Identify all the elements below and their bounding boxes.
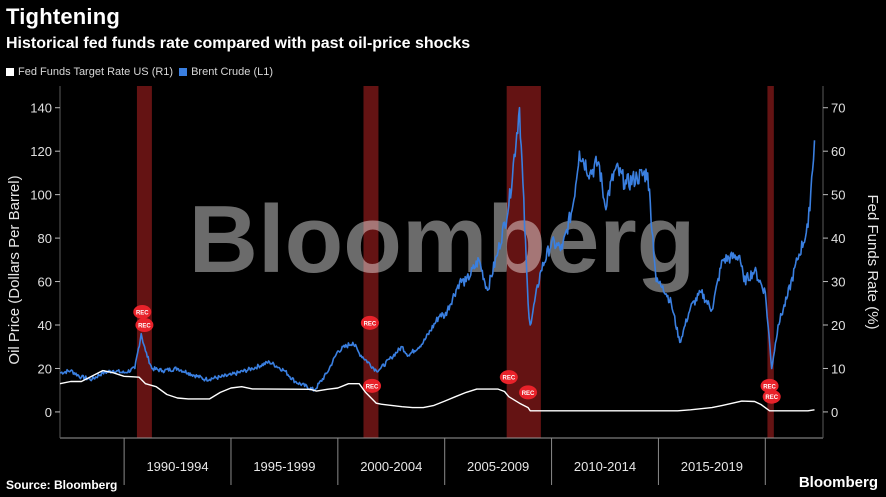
recession-marker-badge-1 bbox=[135, 318, 154, 333]
legend-swatch-brent bbox=[179, 68, 188, 76]
y-axis-right: 0 10 20 30 40 50 60 70 bbox=[823, 101, 845, 420]
source-note: Source: Bloomberg bbox=[6, 478, 118, 492]
plot-frame bbox=[59, 86, 824, 439]
recession-marker-badge-6 bbox=[760, 378, 779, 393]
y-left-tick-label-60: 60 bbox=[38, 275, 52, 290]
y-axis-right-title: Fed Funds Rate (%) bbox=[864, 194, 881, 329]
recession-marker-label-4: REC bbox=[502, 376, 515, 382]
y-left-tick-label-120: 120 bbox=[30, 144, 52, 159]
recession-marker-label-7: REC bbox=[765, 395, 778, 401]
recession-marker-badge-3 bbox=[363, 378, 382, 393]
y-axis-left: 0 20 40 60 80 100 120 140 bbox=[30, 101, 60, 420]
x-category-label-5: 2015-2019 bbox=[681, 459, 743, 474]
x-category-label-4: 2010-2014 bbox=[574, 459, 636, 474]
chart-title: Tightening bbox=[6, 4, 121, 29]
y-right-tick-label-30: 30 bbox=[831, 275, 845, 290]
legend-item-fed-funds: Fed Funds Target Rate US (R1) bbox=[6, 66, 173, 78]
x-axis: 1990-1994 1995-1999 2000-2004 2005-2009 2010… bbox=[123, 438, 766, 485]
y-right-tick-label-50: 50 bbox=[831, 188, 845, 203]
y-left-tick-label-20: 20 bbox=[38, 361, 52, 376]
recession-band-3 bbox=[767, 86, 774, 438]
recession-marker-badge-5 bbox=[519, 385, 538, 400]
x-category-label-3: 2005-2009 bbox=[467, 459, 529, 474]
recession-marker-label-0: REC bbox=[136, 310, 149, 316]
y-right-tick-label-0: 0 bbox=[831, 405, 838, 420]
legend: Fed Funds Target Rate US (R1) Brent Crud… bbox=[6, 66, 279, 78]
recession-marker-label-5: REC bbox=[522, 391, 535, 397]
recession-band-1 bbox=[363, 86, 379, 438]
y-left-tick-label-40: 40 bbox=[38, 318, 52, 333]
series-line-brent-crude bbox=[59, 106, 816, 392]
recession-marker-label-2: REC bbox=[364, 321, 377, 327]
legend-label-brent: Brent Crude (L1) bbox=[191, 66, 274, 78]
recession-band-0 bbox=[136, 86, 152, 438]
y-left-tick-label-100: 100 bbox=[30, 188, 52, 203]
legend-label-fed-funds: Fed Funds Target Rate US (R1) bbox=[18, 66, 174, 78]
recession-marker-label-1: REC bbox=[138, 324, 151, 330]
recession-marker-badge-7 bbox=[762, 389, 781, 404]
recession-marker-label-6: REC bbox=[763, 384, 776, 390]
x-category-label-0: 1990-1994 bbox=[146, 459, 208, 474]
y-right-tick-label-10: 10 bbox=[831, 361, 845, 376]
watermark: Bloomberg bbox=[189, 186, 696, 293]
y-right-tick-label-20: 20 bbox=[831, 318, 845, 333]
legend-item-brent: Brent Crude (L1) bbox=[179, 66, 273, 78]
y-axis-left-title: Oil Price (Dollars Per Barrel) bbox=[6, 175, 23, 364]
legend-swatch-fed-funds bbox=[6, 68, 14, 76]
recession-marker-badge-0 bbox=[133, 304, 152, 319]
y-right-tick-label-60: 60 bbox=[831, 144, 845, 159]
brand-logo: Bloomberg bbox=[798, 474, 878, 491]
y-left-tick-label-140: 140 bbox=[30, 101, 52, 116]
x-category-label-2: 2000-2004 bbox=[360, 459, 422, 474]
y-right-tick-label-70: 70 bbox=[831, 101, 845, 116]
y-left-tick-label-0: 0 bbox=[45, 405, 52, 420]
x-category-label-1: 1995-1999 bbox=[253, 459, 315, 474]
y-right-tick-label-40: 40 bbox=[831, 231, 845, 246]
recession-marker-label-3: REC bbox=[366, 384, 379, 390]
chart-subtitle: Historical fed funds rate compared with … bbox=[6, 35, 471, 52]
y-left-tick-label-80: 80 bbox=[38, 231, 52, 246]
recession-marker-badge-2 bbox=[360, 315, 379, 330]
recession-marker-badge-4 bbox=[499, 370, 518, 385]
series-lines bbox=[59, 106, 816, 412]
series-line-fed-funds bbox=[59, 369, 815, 412]
recession-markers: REC REC REC REC REC REC REC REC bbox=[133, 304, 781, 404]
